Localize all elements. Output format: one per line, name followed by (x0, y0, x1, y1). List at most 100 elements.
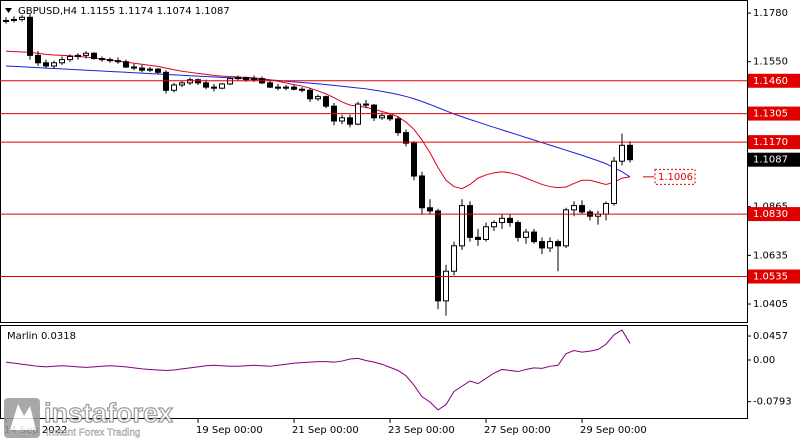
level-label-box (748, 207, 800, 222)
candle-body (155, 68, 161, 73)
watermark: instaforex Instant Forex Trading (4, 398, 174, 439)
candle-body (67, 55, 73, 61)
candle-body (163, 71, 169, 91)
candle-body (571, 205, 577, 211)
candle-body (275, 86, 281, 89)
candle-body (515, 222, 521, 238)
candle-body (491, 222, 497, 228)
candle-body (147, 68, 153, 71)
y-tick-label: 1.0635 (753, 250, 788, 261)
candle-body (371, 104, 377, 119)
indicator-title: Marlin 0.0318 (7, 331, 76, 342)
menu-arrow[interactable] (5, 8, 12, 13)
moving-average (5, 65, 631, 178)
candle-body (243, 77, 249, 81)
x-tick-label: 19 Sep 00:00 (196, 425, 263, 436)
candle-body (11, 18, 17, 21)
candle-body (339, 117, 345, 122)
candle-body (603, 203, 609, 215)
candle-body (307, 89, 313, 100)
candle-body (467, 205, 473, 238)
level-label: 1.0830 (753, 209, 788, 220)
y-tick-label: -0.0793 (753, 397, 792, 408)
candle-body (395, 118, 401, 134)
current-price-label: 1.1087 (753, 155, 788, 166)
candle-body (539, 241, 545, 249)
candle-body (523, 231, 529, 238)
candle-body (619, 144, 625, 162)
candle-body (3, 19, 9, 23)
level-label: 1.1170 (753, 137, 788, 148)
candle-body (83, 52, 89, 56)
candle-body (123, 61, 129, 68)
candle-body (251, 78, 257, 81)
candle-body (51, 62, 57, 67)
candle-body (475, 236, 481, 240)
candle-body (419, 175, 425, 209)
candle-body (171, 84, 177, 91)
candle-body (283, 86, 289, 89)
candle-body (139, 67, 145, 71)
candle-body (531, 231, 537, 243)
y-tick-label: 1.0405 (753, 299, 788, 310)
candle-body (59, 59, 65, 64)
indicator-frame (0, 325, 748, 419)
candle-body (403, 132, 409, 144)
candle-body (435, 210, 441, 302)
candle-body (363, 103, 369, 106)
candle-body (235, 77, 241, 80)
candle-body (499, 217, 505, 224)
candle-body (299, 88, 305, 91)
candle-body (459, 205, 465, 247)
candle-body (35, 54, 41, 64)
candle-body (211, 86, 217, 89)
main-frame (0, 0, 748, 323)
candle-body (107, 59, 113, 62)
candle-body (91, 52, 97, 60)
candle-body (131, 66, 137, 69)
x-tick-label: 23 Sep 00:00 (388, 425, 455, 436)
chart-title: GBPUSD,H4 1.1155 1.1174 1.1074 1.1087 (18, 6, 230, 17)
level-label-box (748, 135, 800, 150)
level-label-box (748, 269, 800, 284)
x-tick-label: 29 Sep 00:00 (580, 425, 647, 436)
candle-body (43, 62, 49, 67)
candle-body (315, 96, 321, 100)
candle-body (291, 86, 297, 90)
watermark-logo-mark (10, 404, 36, 430)
candle-body (411, 142, 417, 177)
current-price-box (748, 152, 800, 167)
candle-body (627, 144, 633, 161)
candle-body (355, 103, 361, 125)
candle-body (427, 207, 433, 212)
candle-body (187, 79, 193, 84)
x-tick-label: 27 Sep 00:00 (484, 425, 551, 436)
candle-body (347, 117, 353, 125)
candle-body (115, 60, 121, 63)
level-label: 1.0535 (753, 272, 788, 283)
candle-body (579, 205, 585, 213)
candle-body (203, 82, 209, 88)
indicator-line (5, 329, 631, 411)
y-tick-label: 0.00 (753, 355, 775, 366)
candle-body (179, 82, 185, 86)
candle-body (483, 226, 489, 240)
level-label: 1.1460 (753, 76, 788, 87)
y-tick-label: 0.0457 (753, 331, 788, 342)
watermark-tagline: Instant Forex Trading (46, 428, 141, 439)
candle-body (99, 58, 105, 61)
candle-body (19, 16, 25, 20)
candle-body (387, 115, 393, 120)
level-label-box (748, 73, 800, 88)
candle-body (443, 270, 449, 302)
candle-body (555, 241, 561, 247)
level-label: 1.1305 (753, 109, 788, 120)
candle-body (267, 82, 273, 88)
y-tick-label: 1.1550 (753, 57, 788, 68)
watermark-brand: instaforex (44, 398, 173, 428)
y-tick-label: 1.1780 (753, 8, 788, 19)
candle-body (451, 245, 457, 272)
candle-body (27, 16, 33, 56)
